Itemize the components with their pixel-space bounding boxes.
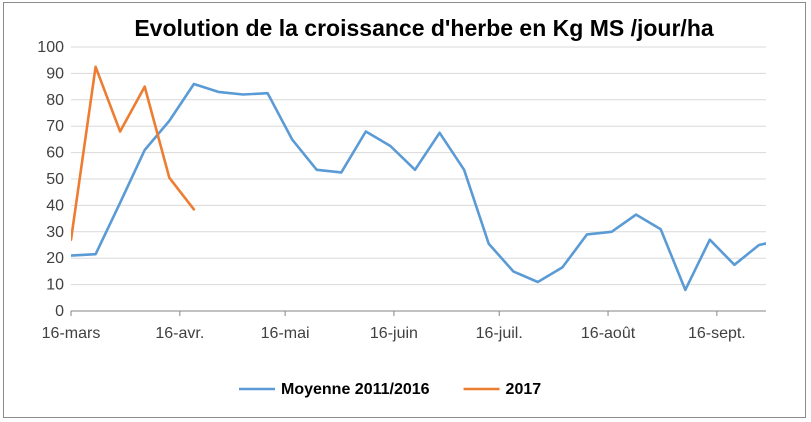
chart-frame: Evolution de la croissance d'herbe en Kg… — [3, 2, 806, 418]
x-tick-label: 16-sept. — [688, 325, 746, 342]
y-tick-label: 30 — [46, 224, 64, 241]
series-line-1 — [71, 65, 196, 241]
y-tick-label: 60 — [46, 145, 64, 162]
x-tick-label: 16-avr. — [155, 325, 204, 342]
y-tick-label: 50 — [46, 171, 64, 188]
series-line-0 — [71, 82, 766, 292]
y-tick-label: 100 — [37, 39, 64, 56]
legend: Moyenne 2011/2016 2017 — [239, 381, 541, 398]
legend-label-1: 2017 — [506, 381, 542, 398]
chart-canvas: Evolution de la croissance d'herbe en Kg… — [37, 15, 766, 398]
y-tick-label: 90 — [46, 65, 64, 82]
legend-label-0: Moyenne 2011/2016 — [281, 381, 430, 398]
y-tick-label: 80 — [46, 92, 64, 109]
y-tick-label: 70 — [46, 118, 64, 135]
x-tick-label: 16-août — [581, 325, 636, 342]
x-tick-label: 16-juin — [370, 325, 418, 342]
series-lines — [71, 65, 766, 292]
x-tick-label: 16-mars — [42, 325, 101, 342]
x-tick-label: 16-juil. — [476, 325, 523, 342]
y-tick-label: 10 — [46, 277, 64, 294]
axes: 16-mars 16-avr. 16-mai 16-juin 16-juil. 16-ao… — [42, 311, 746, 342]
gridlines: 0 10 20 30 40 50 60 70 80 90 100 — [37, 39, 766, 320]
y-tick-label: 0 — [55, 303, 64, 320]
x-tick-label: 16-mai — [261, 325, 310, 342]
chart-title: Evolution de la croissance d'herbe en Kg… — [134, 15, 714, 41]
y-tick-label: 20 — [46, 250, 64, 267]
y-tick-label: 40 — [46, 197, 64, 214]
